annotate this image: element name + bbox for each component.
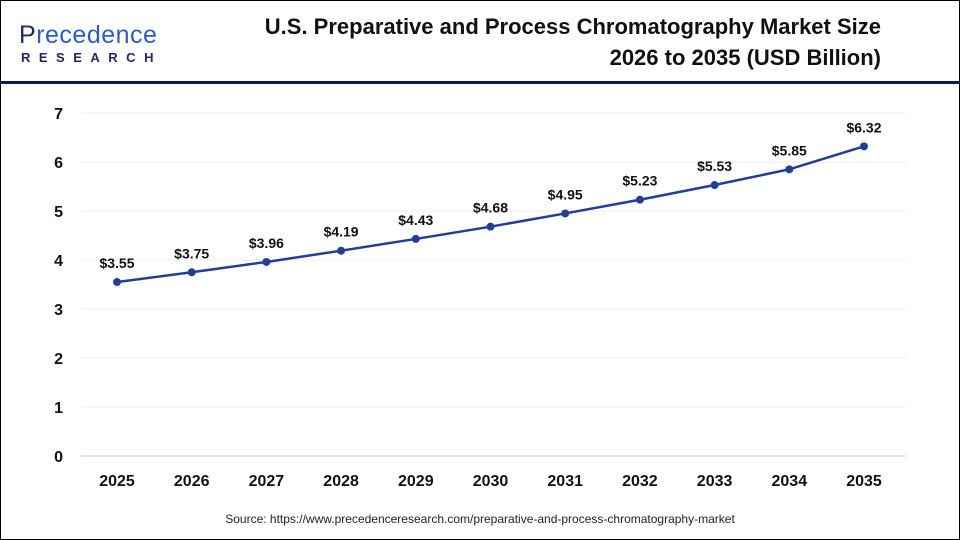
y-tick-label: 4 xyxy=(54,253,63,270)
y-tick-label: 6 xyxy=(54,155,63,172)
data-label: $3.55 xyxy=(99,255,134,271)
x-tick-label: 2025 xyxy=(99,473,135,490)
logo-subword: RESEARCH xyxy=(21,50,162,65)
y-tick-label: 7 xyxy=(54,106,63,123)
header: Precedence RESEARCH U.S. Preparative and… xyxy=(1,1,959,84)
data-point xyxy=(710,181,719,190)
x-tick-label: 2033 xyxy=(697,473,733,490)
data-point xyxy=(785,165,794,174)
y-tick-label: 3 xyxy=(54,302,63,319)
y-tick-label: 5 xyxy=(54,204,63,221)
x-tick-label: 2032 xyxy=(622,473,658,490)
x-tick-label: 2034 xyxy=(772,473,808,490)
data-label: $4.19 xyxy=(324,224,359,240)
x-tick-label: 2028 xyxy=(323,473,359,490)
y-tick-label: 0 xyxy=(54,449,63,466)
data-label: $5.23 xyxy=(622,173,657,189)
data-label: $5.85 xyxy=(772,142,807,158)
logo-word: recedence xyxy=(36,21,158,49)
data-point xyxy=(262,257,271,266)
logo-letter: P xyxy=(19,21,37,49)
data-point xyxy=(635,195,644,204)
title-line-1: U.S. Preparative and Process Chromatogra… xyxy=(264,14,881,39)
data-label: $3.96 xyxy=(249,235,284,251)
x-tick-label: 2035 xyxy=(846,473,882,490)
x-tick-label: 2030 xyxy=(473,473,509,490)
title-line-2: 2026 to 2035 (USD Billion) xyxy=(609,45,881,70)
data-label: $5.53 xyxy=(697,158,732,174)
y-tick-label: 1 xyxy=(54,400,63,417)
source-note: Source: https://www.precedenceresearch.c… xyxy=(225,512,735,526)
data-point xyxy=(411,234,420,243)
chart-title: U.S. Preparative and Process Chromatogra… xyxy=(181,11,881,73)
data-label: $6.32 xyxy=(846,119,881,135)
x-tick-label: 2031 xyxy=(547,473,583,490)
data-label: $4.95 xyxy=(548,186,583,202)
y-tick-label: 2 xyxy=(54,351,63,368)
data-label: $4.43 xyxy=(398,212,433,228)
data-point xyxy=(337,246,346,255)
data-point xyxy=(561,209,570,218)
precedence-research-logo: Precedence RESEARCH xyxy=(19,21,159,66)
x-tick-label: 2029 xyxy=(398,473,434,490)
data-label: $4.68 xyxy=(473,200,508,216)
x-tick-label: 2026 xyxy=(174,473,210,490)
data-point xyxy=(113,278,121,287)
data-point xyxy=(187,268,196,277)
data-label: $3.75 xyxy=(174,245,209,261)
data-point xyxy=(860,142,868,151)
data-point xyxy=(486,222,495,231)
x-tick-label: 2027 xyxy=(249,473,285,490)
